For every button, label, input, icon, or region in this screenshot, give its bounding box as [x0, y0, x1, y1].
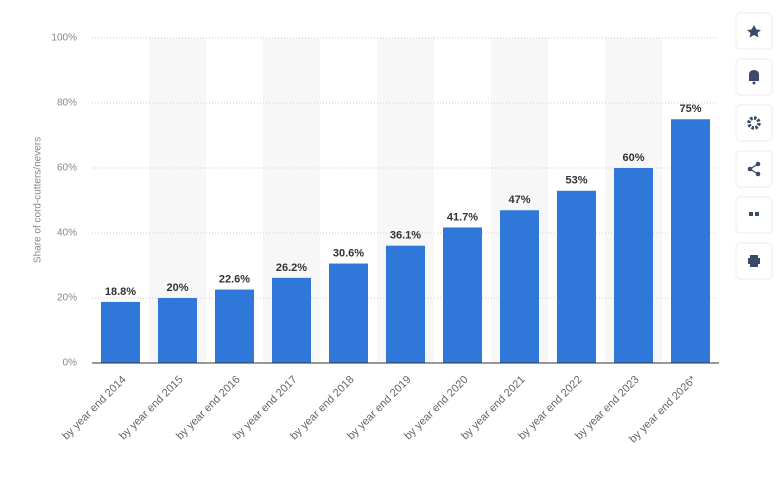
value-label: 20% [166, 282, 188, 294]
value-label: 41.7% [447, 211, 478, 223]
cite-button[interactable] [735, 196, 773, 234]
y-tick-label: 20% [57, 293, 77, 304]
y-tick-label: 100% [51, 33, 77, 44]
print-button[interactable] [735, 242, 773, 280]
value-label: 75% [679, 103, 701, 115]
favorite-button[interactable] [735, 12, 773, 50]
value-label: 18.8% [105, 286, 136, 298]
y-tick-label: 60% [57, 163, 77, 174]
bar [557, 190, 596, 363]
y-tick-label: 40% [57, 228, 77, 239]
value-label: 30.6% [333, 247, 364, 259]
value-label: 36.1% [390, 230, 421, 242]
bar [101, 301, 140, 363]
notification-button[interactable] [735, 58, 773, 96]
value-label: 53% [565, 175, 587, 187]
sidebar [735, 12, 773, 280]
share-button[interactable] [735, 150, 773, 188]
bar [329, 263, 368, 363]
value-label: 26.2% [276, 262, 307, 274]
y-tick-label: 0% [63, 358, 78, 369]
settings-button[interactable] [735, 104, 773, 142]
bar [500, 210, 539, 363]
value-label: 47% [508, 194, 530, 206]
bar [158, 298, 197, 363]
bar [215, 289, 254, 363]
bar [671, 119, 710, 363]
bar [386, 245, 425, 363]
value-label: 22.6% [219, 273, 250, 285]
bar [443, 227, 482, 363]
bar [614, 168, 653, 363]
bar [272, 277, 311, 363]
value-label: 60% [622, 152, 644, 164]
y-tick-label: 80% [57, 98, 77, 109]
y-axis-label: Share of cord-cutters/nevers [33, 137, 44, 263]
